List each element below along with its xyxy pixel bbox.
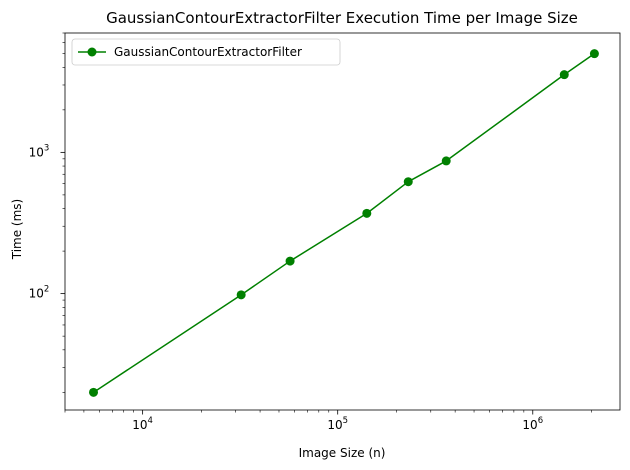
data-point — [403, 177, 413, 187]
chart-title: GaussianContourExtractorFilter Execution… — [106, 9, 578, 27]
y-tick-label: 103 — [29, 143, 50, 159]
x-axis-label: Image Size (n) — [299, 446, 386, 460]
data-point — [559, 70, 569, 80]
x-tick-label: 104 — [132, 416, 153, 432]
y-axis-label: Time (ms) — [10, 199, 24, 261]
data-point — [441, 156, 451, 166]
data-point — [285, 256, 295, 266]
series-line — [93, 53, 595, 393]
legend: GaussianContourExtractorFilter — [71, 38, 341, 66]
legend-marker-swatch — [87, 47, 97, 57]
plot-frame — [64, 32, 621, 411]
legend-box — [71, 38, 341, 66]
y-tick-label: 102 — [29, 285, 50, 301]
legend-label: GaussianContourExtractorFilter — [114, 45, 302, 59]
data-point — [362, 208, 372, 218]
x-tick-label: 105 — [327, 416, 348, 432]
x-tick-label: 106 — [522, 416, 543, 432]
data-point — [89, 387, 99, 397]
plot-area: 104 105 106 102 103 GaussianContourExtractorF… — [29, 32, 621, 432]
data-point — [236, 290, 246, 300]
data-point — [589, 49, 599, 59]
